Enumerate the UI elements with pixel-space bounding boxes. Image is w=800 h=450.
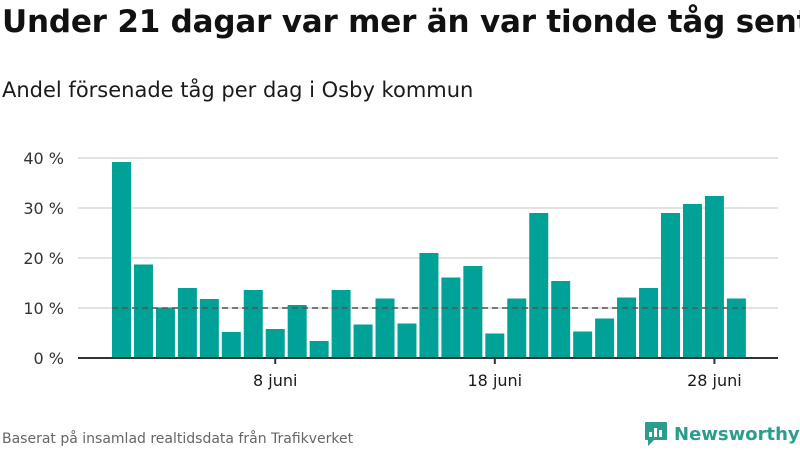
newsworthy-logo-icon — [645, 422, 667, 446]
bar — [463, 266, 483, 358]
bar — [639, 288, 659, 358]
bar — [441, 277, 461, 358]
bar — [112, 162, 131, 358]
chart-title: Under 21 dagar var mer än var tionde tåg… — [2, 4, 800, 40]
bar — [485, 333, 505, 358]
bar — [133, 264, 153, 358]
x-tick-label: 18 juni — [468, 371, 523, 390]
bar — [155, 307, 175, 358]
source-note: Baserat på insamlad realtidsdata från Tr… — [2, 431, 354, 447]
y-tick-label: 10 % — [23, 299, 64, 318]
bar — [595, 318, 615, 358]
bar — [199, 299, 219, 358]
bar — [617, 297, 637, 358]
bar — [397, 323, 417, 358]
bar — [573, 331, 593, 358]
bar — [704, 196, 724, 358]
bar — [331, 290, 351, 358]
bar — [265, 329, 285, 358]
bar — [682, 204, 702, 358]
y-tick-label: 40 % — [23, 149, 64, 168]
bar — [221, 332, 241, 358]
bar — [419, 253, 439, 358]
bar — [353, 324, 373, 358]
bar — [177, 288, 197, 358]
bar — [529, 213, 549, 358]
bar-chart: 0 % 10 % 20 % 30 % 40 % 8 juni 18 juni 28 juni — [23, 149, 778, 390]
y-tick-label: 30 % — [23, 199, 64, 218]
bar — [551, 281, 571, 358]
bar — [661, 213, 680, 358]
x-tick-label: 28 juni — [687, 371, 742, 390]
y-tick-label: 20 % — [23, 249, 64, 268]
bar — [507, 298, 527, 358]
bar — [309, 341, 329, 358]
chart-subtitle: Andel försenade tåg per dag i Osby kommu… — [2, 78, 474, 102]
brand-logo: Newsworthy — [644, 420, 800, 448]
bar — [287, 305, 307, 358]
bar — [726, 298, 746, 358]
bar — [375, 298, 395, 358]
x-tick-label: 8 juni — [253, 371, 297, 390]
brand-name: Newsworthy — [674, 423, 800, 445]
y-tick-label: 0 % — [34, 349, 64, 368]
bar — [243, 290, 263, 358]
